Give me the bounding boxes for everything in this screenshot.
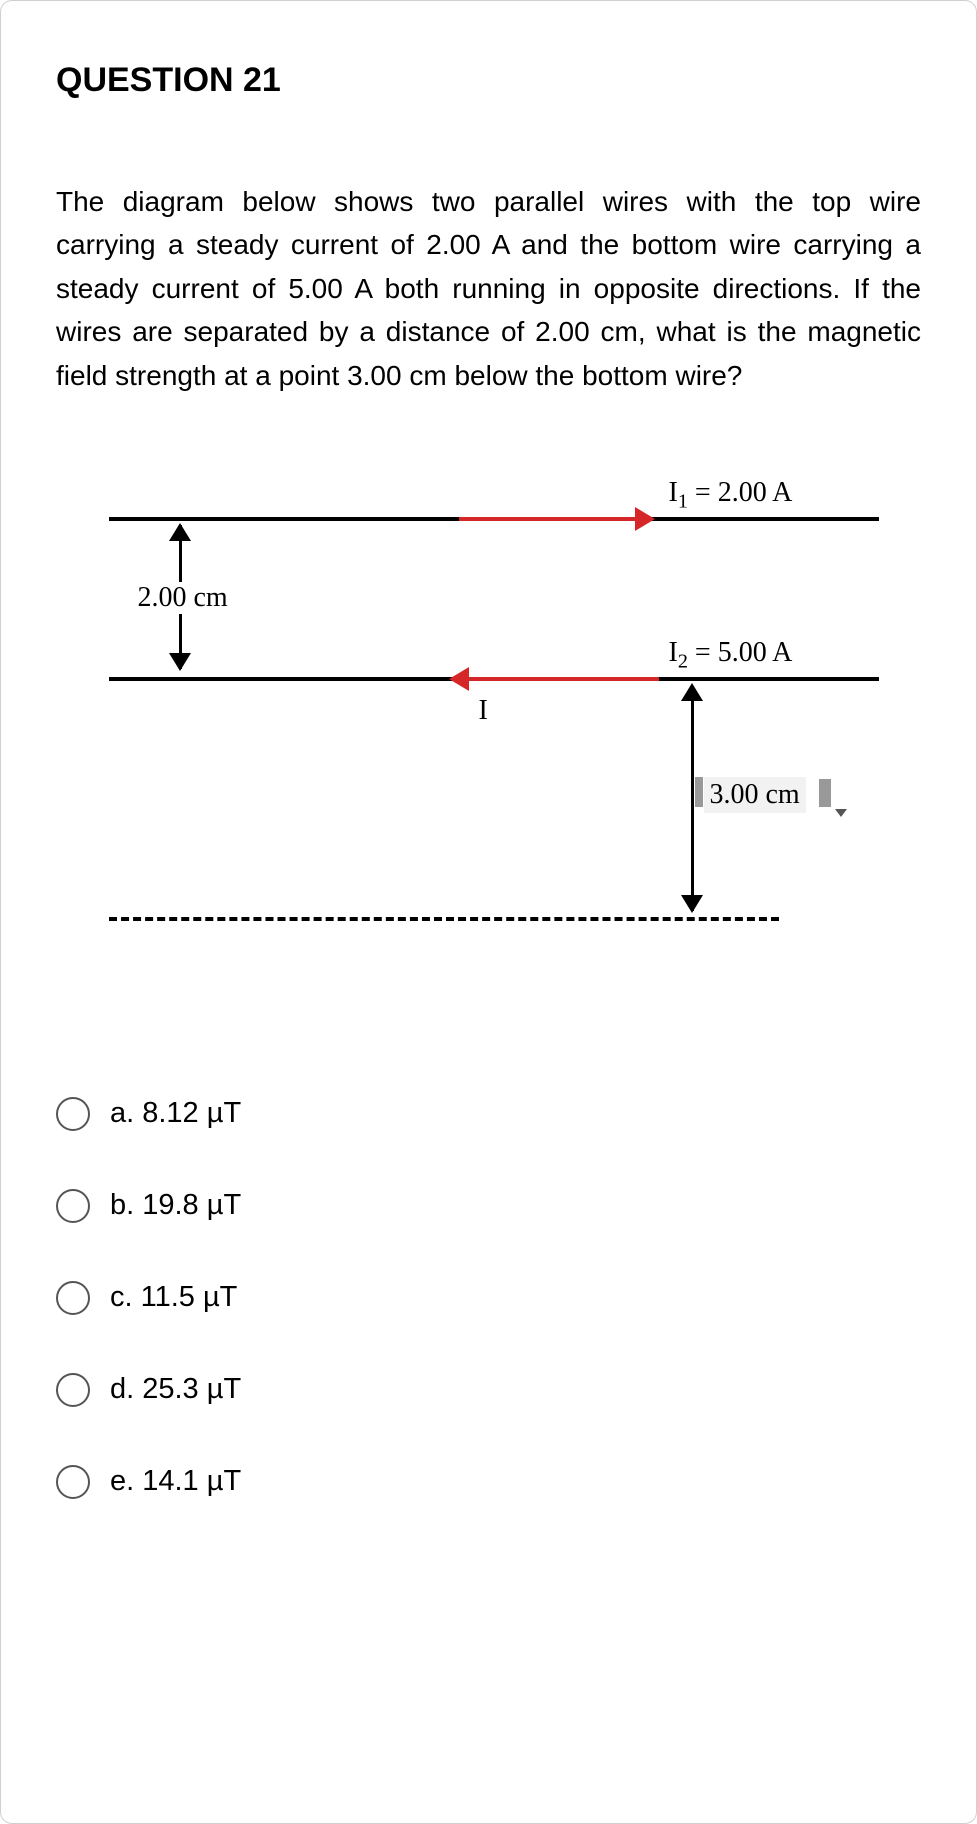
question-prompt: The diagram below shows two parallel wir… [56,180,921,397]
choice-d-label: d. 25.3 µT [110,1373,241,1406]
arrowhead-2 [449,667,469,691]
question-heading: QUESTION 21 [56,61,921,100]
radio-d[interactable] [56,1373,90,1407]
current-arrow-1 [459,517,639,521]
choice-a-label: a. 8.12 µT [110,1097,241,1130]
answer-choices: a. 8.12 µT b. 19.8 µT c. 11.5 µT d. 25.3… [56,1097,921,1499]
choice-e-label: e. 14.1 µT [110,1465,241,1498]
sep-label: 2.00 cm [134,582,232,614]
radio-b[interactable] [56,1189,90,1223]
choice-a[interactable]: a. 8.12 µT [56,1097,921,1131]
choice-e[interactable]: e. 14.1 µT [56,1465,921,1499]
current-arrow-2 [469,677,659,681]
physics-diagram: I1 = 2.00 A 2.00 cm I2 = 5.00 A I 3.00 c… [79,477,899,977]
dist2-arrow-up [681,683,703,701]
badge-dropdown-icon [835,809,847,817]
wire-2-label: I2 = 5.00 A [669,637,793,674]
radio-e[interactable] [56,1465,90,1499]
choice-c-label: c. 11.5 µT [110,1281,237,1314]
dist2-arrow-down [681,895,703,913]
wire-1-label: I1 = 2.00 A [669,477,793,514]
sep-arrow-up [169,523,191,541]
reference-line [109,917,779,921]
dist2-label: 3.00 cm [704,777,806,813]
arrowhead-1 [635,507,655,531]
choice-b[interactable]: b. 19.8 µT [56,1189,921,1223]
sep-arrow-down [169,653,191,671]
badge-handle-left [695,777,703,807]
i-label: I [479,695,488,727]
choice-d[interactable]: d. 25.3 µT [56,1373,921,1407]
dist2-arrow-shaft [691,687,694,911]
radio-a[interactable] [56,1097,90,1131]
question-card: QUESTION 21 The diagram below shows two … [0,0,977,1824]
choice-b-label: b. 19.8 µT [110,1189,241,1222]
badge-handle-right [819,779,831,807]
radio-c[interactable] [56,1281,90,1315]
choice-c[interactable]: c. 11.5 µT [56,1281,921,1315]
